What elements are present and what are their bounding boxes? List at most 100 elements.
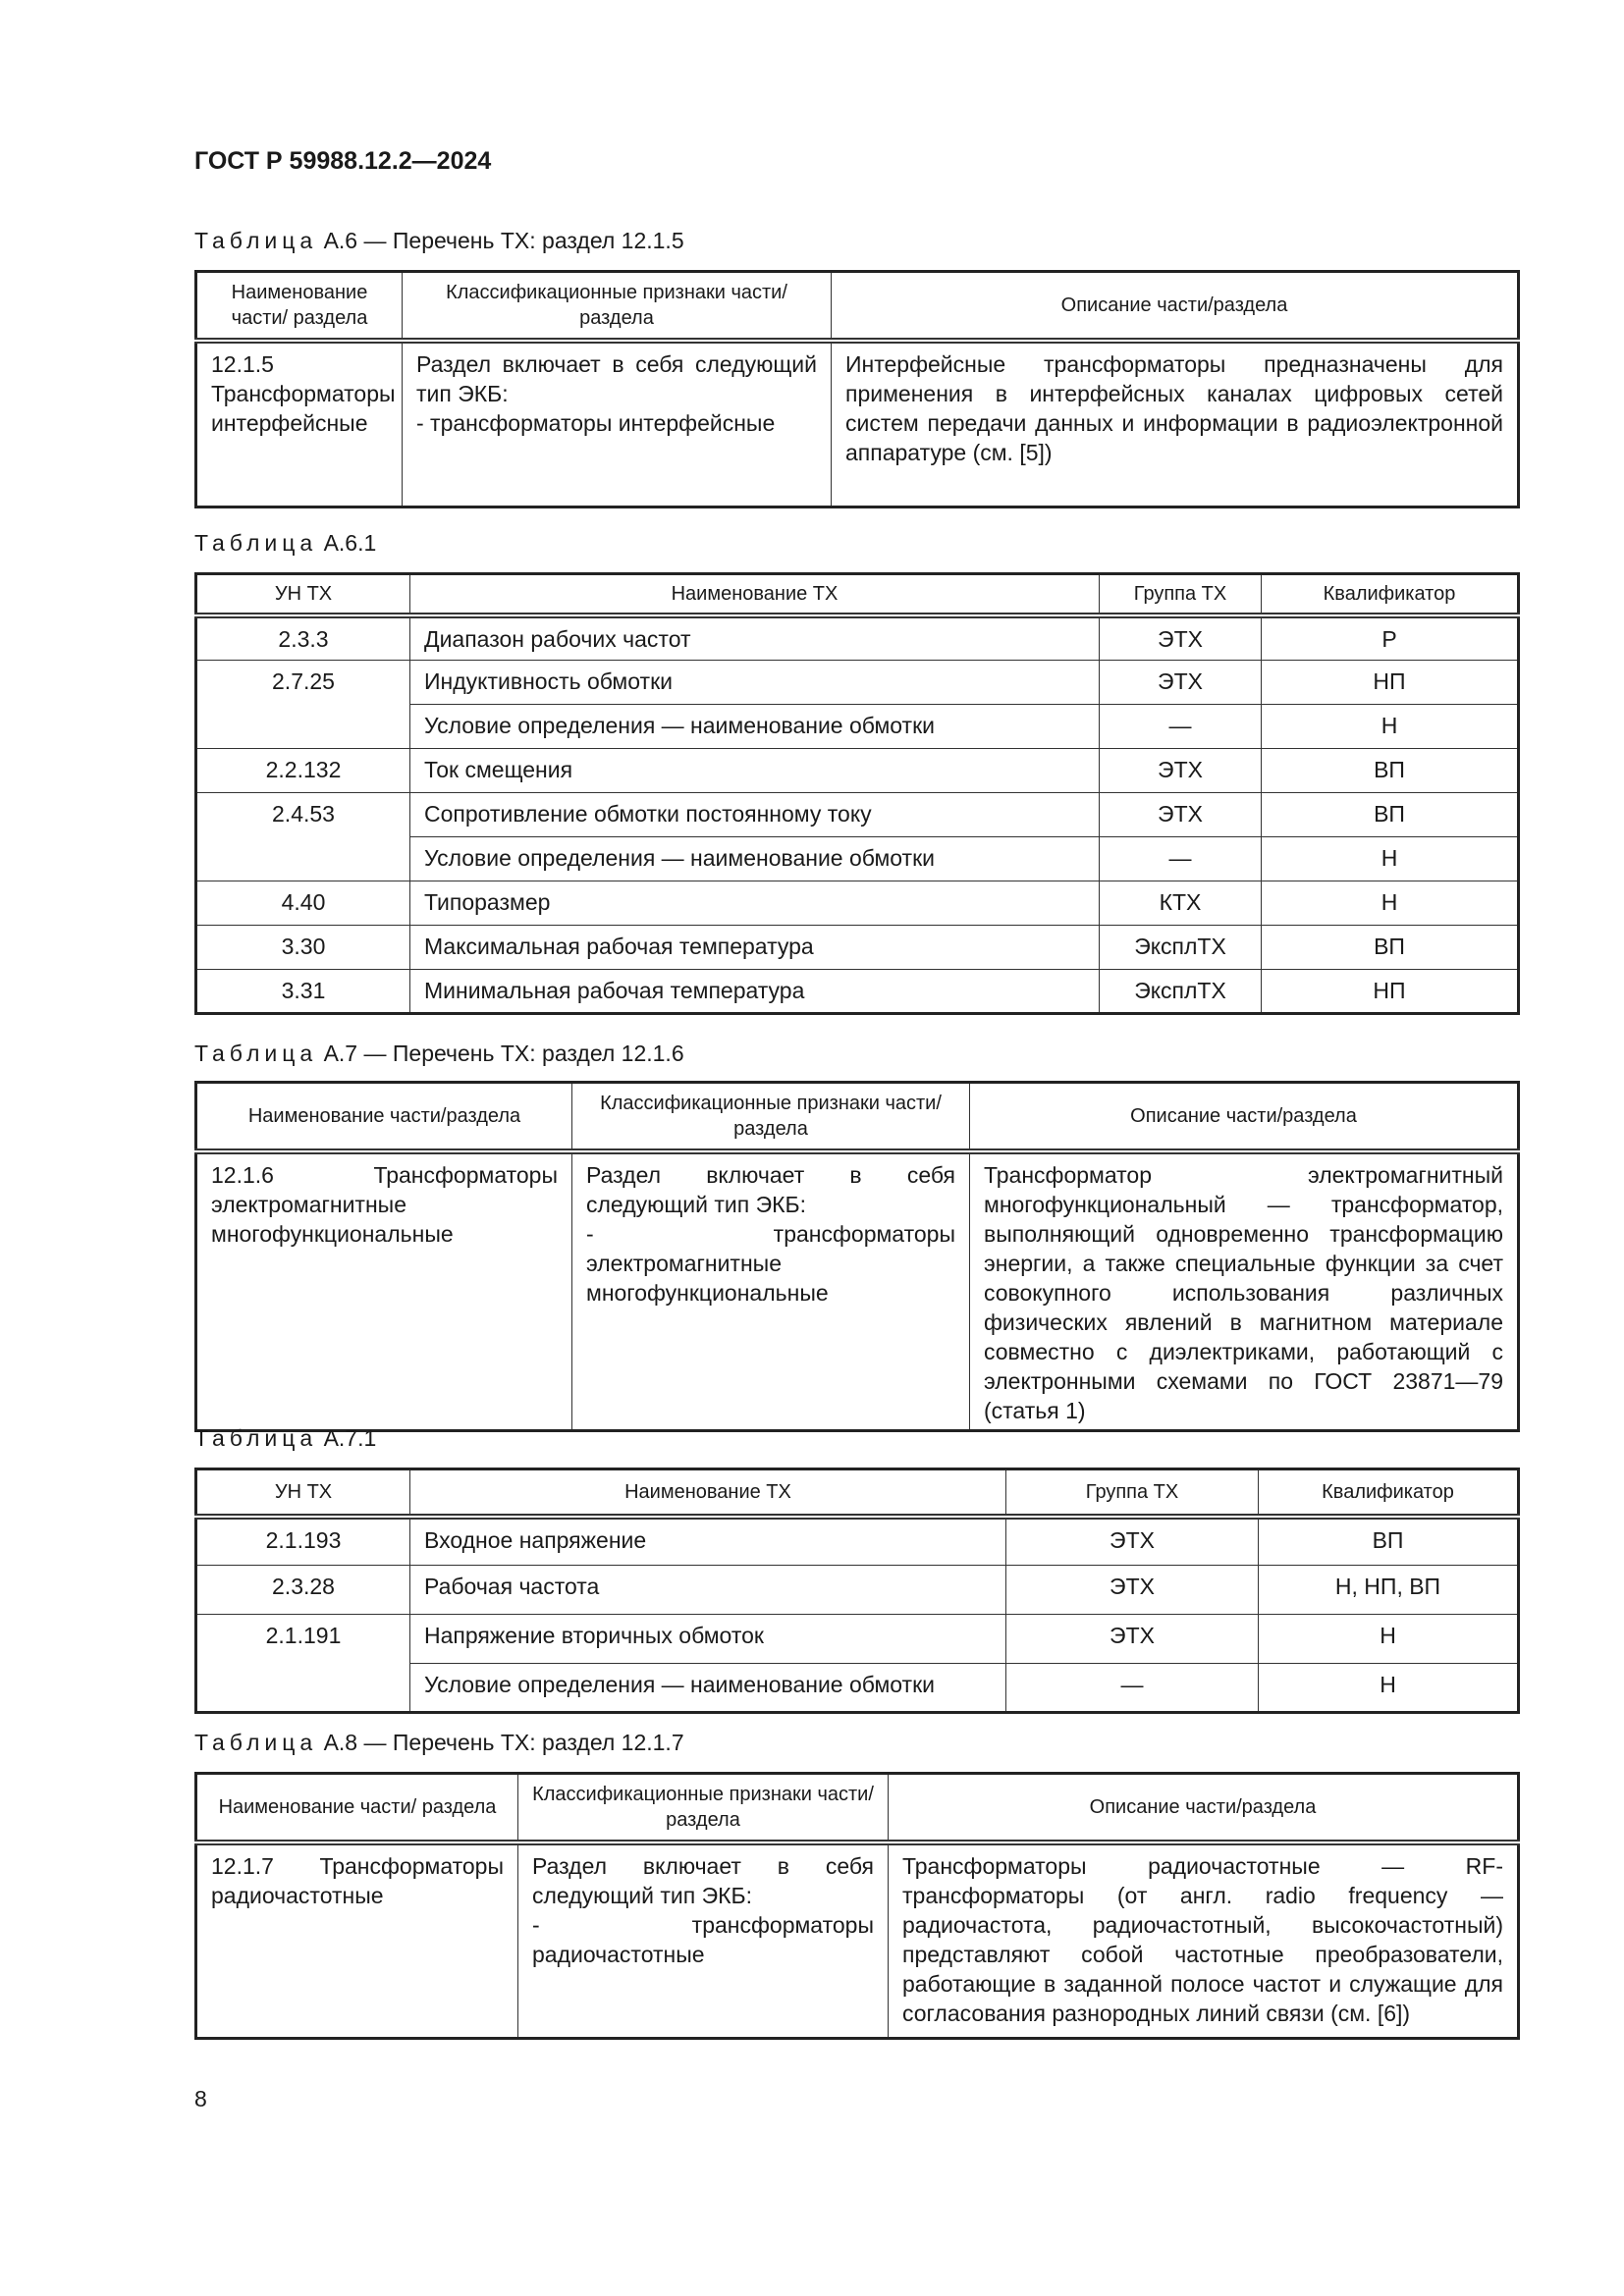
- group-cell: —: [1099, 703, 1262, 749]
- column-header: Квалификатор: [1261, 573, 1519, 615]
- name-cell: Диапазон рабочих частот: [409, 614, 1100, 661]
- qualifier-cell: Н: [1261, 835, 1519, 881]
- group-cell: ЭТХ: [1005, 1614, 1259, 1664]
- column-header: Группа ТХ: [1005, 1468, 1259, 1517]
- table-caption-label: Таблица: [194, 530, 318, 556]
- data-table: Наименование части/ раздела Классификацио…: [194, 270, 1520, 508]
- name-cell: Напряжение вторичных обмоток: [409, 1614, 1006, 1664]
- table-caption-label: Таблица: [194, 1730, 318, 1755]
- part-name-cell: 12.1.5 Трансформаторы интерфейсные: [195, 340, 403, 507]
- name-cell: Сопротивление обмотки постоянному току: [409, 791, 1100, 837]
- classification-cell: Раздел включает в себя следующий тип ЭКБ…: [402, 340, 832, 507]
- table-header-row: Наименование части/раздела Классификацион…: [195, 1082, 1519, 1151]
- document-title: ГОСТ Р 59988.12.2—2024: [194, 147, 492, 175]
- un-cell: 2.3.3: [195, 614, 410, 661]
- table-row: 2.7.25 Индуктивность обмотки ЭТХ НП: [195, 659, 1519, 749]
- description-cell: Интерфейсные трансформаторы предназначен…: [831, 340, 1519, 507]
- name-cell: Входное напряжение: [409, 1516, 1006, 1566]
- qualifier-cell: ВП: [1261, 747, 1519, 793]
- name-cell: Условие определения — наименование обмот…: [409, 703, 1100, 749]
- table-row: 3.30 Максимальная рабочая температура Эксп…: [195, 924, 1519, 970]
- name-cell: Рабочая частота: [409, 1565, 1006, 1615]
- group-cell: ЭксплТХ: [1099, 968, 1262, 1014]
- column-header: Наименование ТХ: [409, 573, 1100, 615]
- qualifier-cell: НП: [1261, 968, 1519, 1014]
- un-cell: 3.30: [195, 924, 410, 970]
- column-header: УН ТХ: [195, 573, 410, 615]
- column-header: Классификационные признаки части/раздела: [517, 1773, 889, 1842]
- part-name-cell: 12.1.7 Трансформаторы радиочастотные: [195, 1842, 518, 2039]
- column-header: Описание части/раздела: [969, 1082, 1519, 1151]
- table-caption-text: А.7 — Перечень ТХ: раздел 12.1.6: [317, 1041, 684, 1066]
- table-row: 2.1.193 Входное напряжение ЭТХ ВП: [195, 1516, 1519, 1566]
- data-table: УН ТХ Наименование ТХ Группа ТХ Квалификато…: [194, 1468, 1520, 1714]
- table-row: 3.31 Минимальная рабочая температура Экспл…: [195, 968, 1519, 1014]
- table-caption-text: А.7.1: [317, 1425, 377, 1451]
- qualifier-cell: ВП: [1261, 924, 1519, 970]
- description-cell: Трансформаторы радиочастотные — RF-транс…: [888, 1842, 1519, 2039]
- column-header: Наименование части/ раздела: [195, 271, 403, 341]
- classification-cell: Раздел включает в себя следующий тип ЭКБ…: [517, 1842, 889, 2039]
- un-cell: 2.1.193: [195, 1516, 410, 1566]
- page-number: 8: [194, 2086, 207, 2111]
- qualifier-cell: Р: [1261, 614, 1519, 661]
- table-caption-text: А.8 — Перечень ТХ: раздел 12.1.7: [317, 1730, 684, 1755]
- column-header: Классификационные признаки части/ раздел…: [402, 271, 832, 341]
- un-cell: 2.1.191: [195, 1614, 410, 1713]
- table-row: 2.1.191 Напряжение вторичных обмоток ЭТХ Н: [195, 1614, 1519, 1713]
- group-cell: —: [1099, 835, 1262, 881]
- un-cell: 2.3.28: [195, 1565, 410, 1615]
- group-cell: ЭТХ: [1005, 1565, 1259, 1615]
- column-header: Наименование ТХ: [409, 1468, 1006, 1517]
- name-cell: Типоразмер: [409, 880, 1100, 926]
- table-row: 2.3.3 Диапазон рабочих частот ЭТХ Р: [195, 614, 1519, 661]
- un-cell: 2.4.53: [195, 791, 410, 881]
- column-header: Группа ТХ: [1099, 573, 1262, 615]
- name-cell: Индуктивность обмотки: [409, 659, 1100, 705]
- data-table: Наименование части/ раздела Классификацио…: [194, 1772, 1520, 2040]
- column-header: УН ТХ: [195, 1468, 410, 1517]
- un-cell: 3.31: [195, 968, 410, 1014]
- group-cell: ЭТХ: [1099, 747, 1262, 793]
- table-caption: Таблица А.6.1: [194, 530, 376, 557]
- table-caption: Таблица А.8 — Перечень ТХ: раздел 12.1.7: [194, 1730, 684, 1756]
- table-caption-label: Таблица: [194, 1425, 318, 1451]
- group-cell: КТХ: [1099, 880, 1262, 926]
- group-cell: —: [1005, 1663, 1259, 1713]
- table-row: 2.4.53 Сопротивление обмотки постоянному …: [195, 791, 1519, 881]
- column-header: Наименование части/раздела: [195, 1082, 572, 1151]
- classification-cell: Раздел включает в себя следующий тип ЭКБ…: [571, 1150, 970, 1431]
- name-cell: Минимальная рабочая температура: [409, 968, 1100, 1014]
- qualifier-cell: НП: [1261, 659, 1519, 705]
- table-caption-text: А.6.1: [317, 530, 377, 556]
- column-header: Наименование части/ раздела: [195, 1773, 518, 1842]
- un-cell: 2.7.25: [195, 659, 410, 749]
- qualifier-cell: Н: [1258, 1663, 1519, 1713]
- column-header: Квалификатор: [1258, 1468, 1519, 1517]
- table-row: Условие определения — наименование обмот…: [196, 703, 1519, 749]
- part-name-cell: 12.1.6 Трансформаторы электромагнитные м…: [195, 1150, 572, 1431]
- column-header: Описание части/раздела: [831, 271, 1519, 341]
- table-row: 12.1.7 Трансформаторы радиочастотные Разд…: [195, 1842, 1519, 2039]
- column-header: Описание части/раздела: [888, 1773, 1519, 1842]
- name-cell: Максимальная рабочая температура: [409, 924, 1100, 970]
- table-row: 12.1.6 Трансформаторы электромагнитные м…: [195, 1150, 1519, 1431]
- data-table: Наименование части/раздела Классификацион…: [194, 1081, 1520, 1432]
- table-row: 2.2.132 Ток смещения ЭТХ ВП: [195, 747, 1519, 793]
- table-caption: Таблица А.6 — Перечень ТХ: раздел 12.1.5: [194, 228, 684, 254]
- table-caption: Таблица А.7 — Перечень ТХ: раздел 12.1.6: [194, 1041, 684, 1067]
- table-row: Условие определения — наименование обмот…: [196, 835, 1519, 881]
- table-row: 4.40 Типоразмер КТХ Н: [195, 880, 1519, 926]
- name-cell: Условие определения — наименование обмот…: [409, 835, 1100, 881]
- table-caption: Таблица А.7.1: [194, 1425, 376, 1452]
- table-row: 2.3.28 Рабочая частота ЭТХ Н, НП, ВП: [195, 1565, 1519, 1615]
- group-cell: ЭксплТХ: [1099, 924, 1262, 970]
- qualifier-cell: Н, НП, ВП: [1258, 1565, 1519, 1615]
- table-caption-label: Таблица: [194, 1041, 318, 1066]
- group-cell: ЭТХ: [1099, 614, 1262, 661]
- group-cell: ЭТХ: [1099, 791, 1262, 837]
- table-caption-text: А.6 — Перечень ТХ: раздел 12.1.5: [317, 228, 684, 253]
- table-header-row: Наименование части/ раздела Классификацио…: [195, 1773, 1519, 1842]
- table-caption-label: Таблица: [194, 228, 318, 253]
- group-cell: ЭТХ: [1099, 659, 1262, 705]
